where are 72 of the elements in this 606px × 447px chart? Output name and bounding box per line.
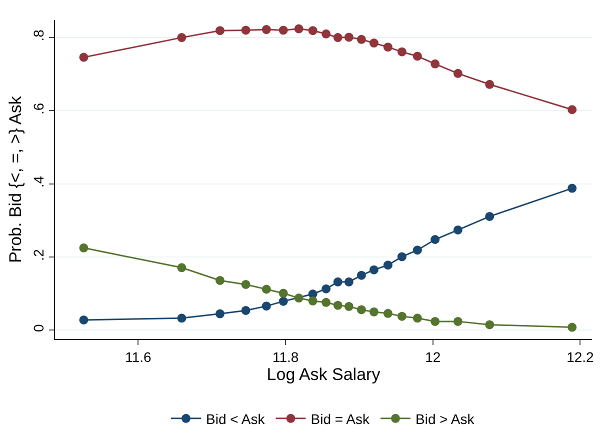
point	[216, 26, 224, 36]
point	[262, 302, 271, 311]
point	[308, 26, 318, 36]
point	[369, 307, 378, 316]
point	[333, 277, 342, 286]
point	[412, 314, 422, 323]
x-tick-label: 11.8	[272, 348, 299, 365]
legend-label: Bid = Ask	[310, 410, 371, 427]
point	[308, 296, 318, 306]
point	[568, 322, 577, 332]
point	[216, 309, 224, 318]
point	[430, 235, 440, 244]
y-tick-label: .6	[30, 102, 46, 114]
point	[485, 320, 494, 330]
point	[344, 277, 354, 286]
point	[397, 47, 406, 56]
point	[79, 243, 88, 252]
x-axis-title: Log Ask Salary	[266, 364, 381, 384]
x-tick-label: 12.2	[566, 348, 594, 365]
point	[412, 52, 422, 61]
x-tick-label: 12	[425, 348, 441, 365]
y-axis-title: Prob. Bid {<, =, >} Ask	[6, 96, 25, 263]
point	[453, 225, 462, 234]
point	[568, 105, 577, 114]
point	[344, 32, 354, 42]
point	[356, 34, 366, 44]
point	[278, 26, 288, 35]
point	[383, 42, 392, 52]
y-tick-label: 0	[30, 324, 46, 332]
point	[294, 24, 304, 34]
legend-label: Bid > Ask	[416, 410, 476, 427]
point	[369, 38, 378, 48]
point	[333, 33, 342, 42]
point	[79, 52, 88, 62]
point	[369, 265, 378, 274]
point	[453, 68, 462, 78]
point	[412, 246, 422, 255]
point	[568, 184, 577, 193]
point	[356, 270, 366, 280]
point	[430, 316, 440, 326]
point	[241, 306, 250, 315]
point	[383, 308, 392, 318]
y-tick-label: .4	[30, 176, 46, 188]
point	[262, 25, 271, 34]
point	[241, 26, 250, 35]
y-tick-label: .8	[30, 29, 46, 42]
point	[216, 276, 224, 285]
point	[322, 298, 331, 307]
point	[397, 252, 406, 262]
point	[79, 315, 88, 324]
point	[294, 294, 304, 303]
point	[344, 302, 354, 311]
point	[397, 312, 406, 321]
point	[177, 263, 186, 272]
point	[278, 296, 288, 306]
point	[383, 260, 392, 270]
point	[177, 314, 186, 323]
point	[177, 33, 186, 42]
point	[322, 284, 331, 294]
point	[356, 305, 366, 314]
point	[278, 288, 288, 298]
point	[262, 284, 271, 294]
x-tick-label: 11.6	[125, 348, 152, 365]
point	[453, 316, 462, 326]
legend-label: Bid < Ask	[206, 410, 266, 427]
point	[333, 300, 342, 310]
point	[241, 280, 250, 289]
y-tick-label: .2	[30, 248, 46, 261]
point	[485, 212, 494, 221]
point	[430, 59, 440, 68]
point	[322, 29, 331, 38]
point	[485, 80, 494, 89]
